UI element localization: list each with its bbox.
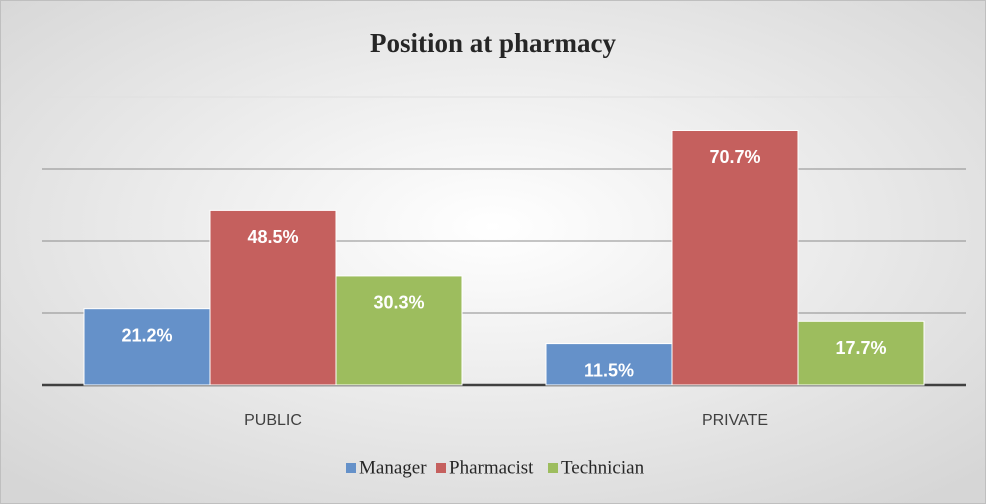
chart-title: Position at pharmacy (370, 28, 616, 58)
data-label: 11.5% (584, 360, 634, 380)
data-label: 70.7% (709, 147, 760, 167)
bar (335, 275, 463, 386)
bar (83, 308, 211, 386)
legend-label: Pharmacist (449, 457, 534, 478)
bar (209, 209, 337, 386)
legend-swatch (346, 463, 356, 473)
legend-label: Technician (561, 457, 645, 478)
data-label: 17.7% (835, 338, 886, 358)
data-label: 48.5% (247, 227, 298, 247)
data-label: 21.2% (121, 325, 172, 345)
legend-label: Manager (359, 457, 427, 478)
data-label: 30.3% (373, 293, 424, 313)
bar (671, 129, 799, 386)
bar (797, 320, 925, 386)
x-tick-label: PUBLIC (244, 412, 302, 429)
x-tick-label: PRIVATE (702, 412, 768, 429)
legend-swatch (436, 463, 446, 473)
legend-swatch (548, 463, 558, 473)
bar (545, 343, 673, 386)
